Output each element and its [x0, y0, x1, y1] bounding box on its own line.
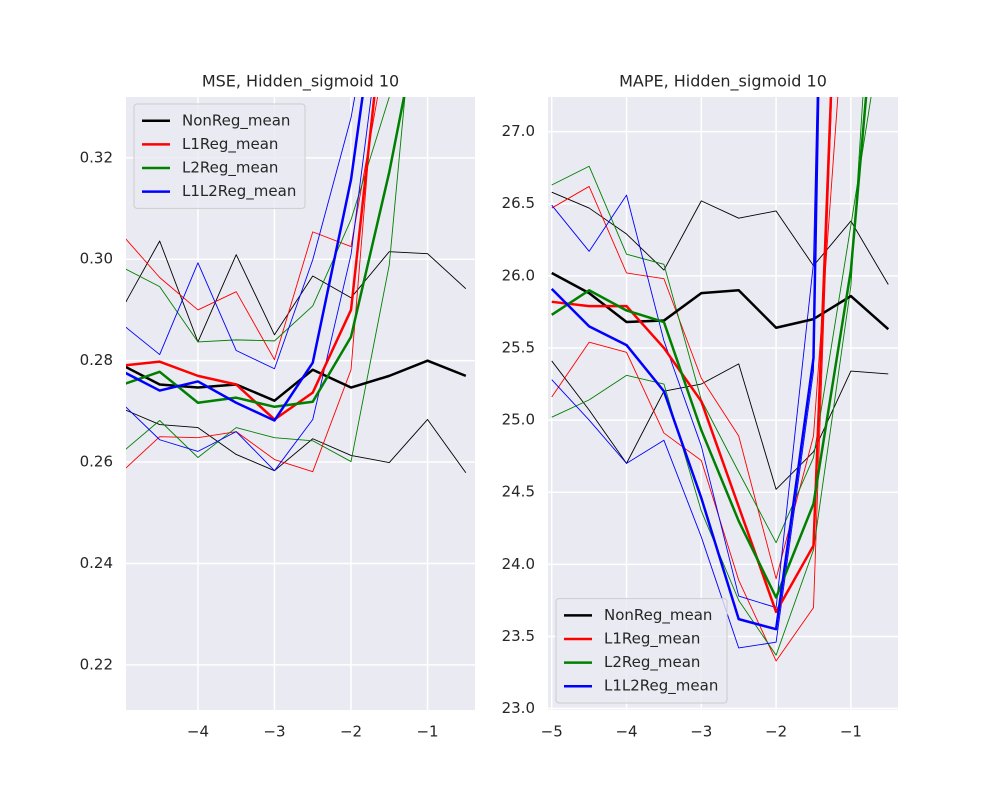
- y-tick-label: 23.0: [502, 699, 535, 717]
- range-line: [551, 97, 818, 609]
- x-tick-label: −1: [416, 723, 438, 741]
- mean-line: [551, 97, 833, 614]
- subplot: 0.22 0.24 0.26 0.28 0.30 0.32 −4 −3 −2 −1 MSE, Hid…: [80, 72, 475, 741]
- legend-box: [555, 598, 728, 704]
- lines: [550, 97, 890, 662]
- range-line: [126, 97, 372, 472]
- legend-label: L2Reg_mean: [182, 159, 278, 178]
- legend-label: L1Reg_mean: [604, 630, 700, 649]
- range-line: [551, 191, 889, 285]
- mean-line: [550, 97, 820, 631]
- y-tick-label: 0.30: [80, 250, 113, 268]
- legend-label: NonReg_mean: [182, 111, 290, 130]
- range-line: [126, 97, 406, 463]
- y-tick-label: 24.5: [502, 483, 535, 501]
- x-tick-label: −2: [340, 723, 362, 741]
- y-tick-label: 23.5: [502, 627, 535, 645]
- range-line: [551, 360, 889, 490]
- legend: NonReg_mean L1Reg_mean L2Reg_mean L1L2Reg_m…: [555, 598, 728, 704]
- y-tick-label: 25.5: [502, 338, 535, 356]
- legend-label: L1L2Reg_mean: [182, 182, 296, 201]
- x-tick-label: −1: [840, 723, 862, 741]
- x-tick-label: −2: [765, 723, 787, 741]
- mean-line: [551, 271, 890, 331]
- legend: NonReg_mean L1Reg_mean L2Reg_mean L1L2Reg_m…: [133, 103, 306, 209]
- legend-label: L1L2Reg_mean: [604, 677, 718, 696]
- subplot: 23.0 23.5 24.0 24.5 25.0 25.5 26.0 26.5 27.0 −5 −4…: [502, 72, 898, 741]
- x-tick-label: −4: [615, 723, 637, 741]
- range-line: [551, 97, 839, 580]
- range-line: [126, 97, 356, 370]
- y-tick-label: 26.0: [502, 266, 535, 284]
- chart-title: MAPE, Hidden_sigmoid 10: [619, 72, 827, 92]
- legend-label: L1Reg_mean: [182, 135, 278, 154]
- lines: [126, 97, 467, 473]
- y-tick-label: 0.26: [80, 453, 113, 471]
- range-line: [126, 97, 374, 473]
- y-tick-label: 26.5: [502, 194, 535, 212]
- range-line: [126, 240, 467, 343]
- range-line: [551, 97, 872, 544]
- legend-box: [133, 103, 306, 209]
- y-tick-label: 0.32: [80, 148, 113, 166]
- mean-line: [126, 97, 376, 421]
- y-tick-label: 0.24: [80, 554, 113, 572]
- mean-line: [551, 97, 868, 599]
- x-tick-label: −5: [541, 723, 563, 741]
- range-line: [551, 97, 819, 649]
- mean-line: [126, 97, 364, 422]
- y-tick-label: 0.28: [80, 351, 113, 369]
- y-tick-label: 25.0: [502, 411, 535, 429]
- y-tick-label: 0.22: [80, 655, 113, 673]
- range-line: [126, 97, 390, 343]
- x-tick-label: −3: [263, 723, 285, 741]
- legend-label: L2Reg_mean: [604, 653, 700, 672]
- range-line: [126, 97, 379, 361]
- x-tick-label: −4: [187, 723, 209, 741]
- y-tick-label: 24.0: [502, 555, 535, 573]
- chart-title: MSE, Hidden_sigmoid 10: [202, 72, 399, 92]
- x-tick-label: −3: [690, 723, 712, 741]
- legend-label: NonReg_mean: [604, 606, 712, 625]
- range-line: [126, 409, 467, 473]
- y-tick-label: 27.0: [502, 122, 535, 140]
